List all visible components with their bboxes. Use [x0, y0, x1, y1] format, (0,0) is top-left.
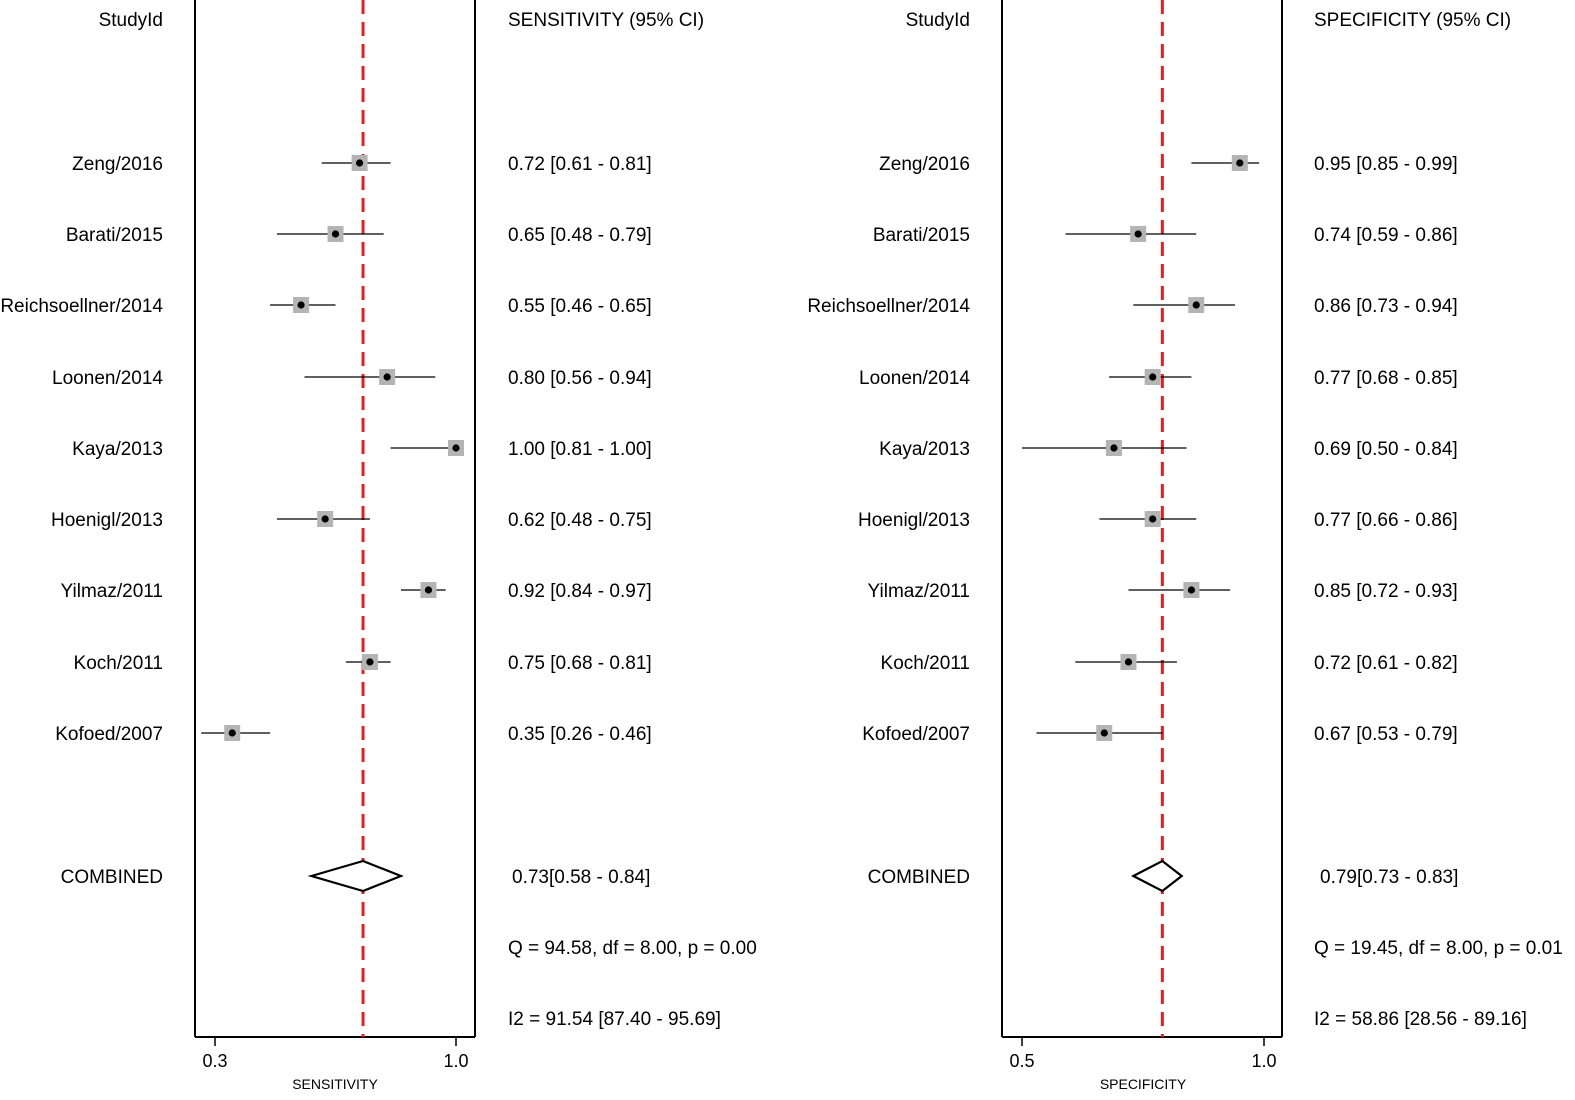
- specificity-study-name-barati-2015: Barati/2015: [873, 225, 970, 246]
- specificity-study-name-loonen-2014: Loonen/2014: [859, 368, 970, 389]
- sensitivity-point-estimate-kofoed-2007: [228, 729, 236, 737]
- specificity-study-name-yilmaz-2011: Yilmaz/2011: [868, 581, 970, 602]
- specificity-point-estimate-kofoed-2007: [1100, 729, 1108, 737]
- specificity-estimate-label-loonen-2014: 0.77 [0.68 - 0.85]: [1314, 368, 1458, 389]
- sensitivity-point-estimate-loonen-2014: [383, 373, 391, 381]
- sensitivity-study-name-barati-2015: Barati/2015: [66, 225, 163, 246]
- sensitivity-study-name-kaya-2013: Kaya/2013: [72, 439, 163, 460]
- specificity-point-estimate-koch-2011: [1124, 658, 1133, 666]
- specificity-point-estimate-loonen-2014: [1149, 373, 1157, 381]
- specificity-combined-diamond: [1130, 859, 1184, 893]
- specificity-study-name-koch-2011: Koch/2011: [881, 653, 970, 674]
- sensitivity-point-estimate-kaya-2013: [452, 444, 460, 452]
- specificity-heterogeneity-i2: I2 = 58.86 [28.56 - 89.16]: [1314, 1009, 1527, 1030]
- sensitivity-axis-title: SENSITIVITY: [292, 1076, 378, 1092]
- specificity-estimate-header: SPECIFICITY (95% CI): [1314, 10, 1511, 31]
- specificity-study-name-reichsoellner-2014: Reichsoellner/2014: [807, 296, 970, 317]
- sensitivity-estimate-label-kofoed-2007: 0.35 [0.26 - 0.46]: [508, 724, 652, 745]
- sensitivity-point-estimate-hoenigl-2013: [321, 515, 329, 523]
- sensitivity-studyid-header: StudyId: [99, 10, 163, 31]
- sensitivity-study-name-loonen-2014: Loonen/2014: [52, 368, 163, 389]
- sensitivity-estimate-label-kaya-2013: 1.00 [0.81 - 1.00]: [508, 439, 652, 460]
- sensitivity-estimate-label-loonen-2014: 0.80 [0.56 - 0.94]: [508, 368, 652, 389]
- specificity-axis-title: SPECIFICITY: [1100, 1076, 1187, 1092]
- specificity-estimate-label-reichsoellner-2014: 0.86 [0.73 - 0.94]: [1314, 296, 1458, 317]
- specificity-tick-label-0: 0.5: [1009, 1051, 1034, 1071]
- sensitivity-heterogeneity-q: Q = 94.58, df = 8.00, p = 0.00: [508, 938, 757, 959]
- sensitivity-study-name-yilmaz-2011: Yilmaz/2011: [61, 581, 163, 602]
- specificity-point-estimate-reichsoellner-2014: [1192, 301, 1200, 309]
- sensitivity-study-name-reichsoellner-2014: Reichsoellner/2014: [0, 296, 163, 317]
- specificity-tick-label-1: 1.0: [1251, 1051, 1276, 1071]
- sensitivity-estimate-header: SENSITIVITY (95% CI): [508, 10, 704, 31]
- sensitivity-point-estimate-reichsoellner-2014: [297, 301, 305, 309]
- specificity-study-name-kofoed-2007: Kofoed/2007: [862, 724, 970, 745]
- specificity-point-estimate-kaya-2013: [1110, 444, 1118, 452]
- sensitivity-estimate-label-reichsoellner-2014: 0.55 [0.46 - 0.65]: [508, 296, 652, 317]
- specificity-estimate-label-zeng-2016: 0.95 [0.85 - 0.99]: [1314, 154, 1458, 175]
- sensitivity-study-name-hoenigl-2013: Hoenigl/2013: [51, 510, 163, 531]
- sensitivity-point-estimate-barati-2015: [331, 230, 340, 238]
- sensitivity-heterogeneity-i2: I2 = 91.54 [87.40 - 95.69]: [508, 1009, 721, 1030]
- specificity-point-estimate-yilmaz-2011: [1187, 586, 1195, 594]
- specificity-study-name-hoenigl-2013: Hoenigl/2013: [858, 510, 970, 531]
- specificity-estimate-label-kofoed-2007: 0.67 [0.53 - 0.79]: [1314, 724, 1458, 745]
- sensitivity-study-name-zeng-2016: Zeng/2016: [72, 154, 163, 175]
- sensitivity-estimate-label-hoenigl-2013: 0.62 [0.48 - 0.75]: [508, 510, 652, 531]
- sensitivity-tick-label-0: 0.3: [202, 1051, 227, 1071]
- sensitivity-tick-label-1: 1.0: [443, 1051, 468, 1071]
- sensitivity-estimate-label-zeng-2016: 0.72 [0.61 - 0.81]: [508, 154, 652, 175]
- specificity-estimate-label-yilmaz-2011: 0.85 [0.72 - 0.93]: [1314, 581, 1458, 602]
- specificity-point-estimate-barati-2015: [1134, 230, 1142, 238]
- sensitivity-combined-diamond: [307, 859, 404, 893]
- sensitivity-point-estimate-koch-2011: [366, 658, 374, 666]
- specificity-combined-estimate-label: 0.79[0.73 - 0.83]: [1320, 867, 1458, 888]
- specificity-combined-label: COMBINED: [868, 867, 970, 888]
- sensitivity-point-estimate-yilmaz-2011: [424, 586, 433, 594]
- specificity-study-name-zeng-2016: Zeng/2016: [879, 154, 970, 175]
- sensitivity-estimate-label-barati-2015: 0.65 [0.48 - 0.79]: [508, 225, 652, 246]
- specificity-point-estimate-hoenigl-2013: [1149, 515, 1157, 523]
- specificity-heterogeneity-q: Q = 19.45, df = 8.00, p = 0.01: [1314, 938, 1563, 959]
- sensitivity-estimate-label-yilmaz-2011: 0.92 [0.84 - 0.97]: [508, 581, 652, 602]
- specificity-estimate-label-kaya-2013: 0.69 [0.50 - 0.84]: [1314, 439, 1458, 460]
- sensitivity-combined-label: COMBINED: [61, 867, 163, 888]
- specificity-estimate-label-hoenigl-2013: 0.77 [0.66 - 0.86]: [1314, 510, 1458, 531]
- specificity-estimate-label-koch-2011: 0.72 [0.61 - 0.82]: [1314, 653, 1458, 674]
- sensitivity-combined-estimate-label: 0.73[0.58 - 0.84]: [512, 867, 650, 888]
- specificity-estimate-label-barati-2015: 0.74 [0.59 - 0.86]: [1314, 225, 1458, 246]
- sensitivity-study-name-kofoed-2007: Kofoed/2007: [55, 724, 163, 745]
- specificity-study-name-kaya-2013: Kaya/2013: [879, 439, 970, 460]
- sensitivity-estimate-label-koch-2011: 0.75 [0.68 - 0.81]: [508, 653, 652, 674]
- specificity-studyid-header: StudyId: [906, 10, 970, 31]
- sensitivity-study-name-koch-2011: Koch/2011: [74, 653, 163, 674]
- specificity-point-estimate-zeng-2016: [1236, 159, 1244, 167]
- sensitivity-point-estimate-zeng-2016: [356, 159, 364, 167]
